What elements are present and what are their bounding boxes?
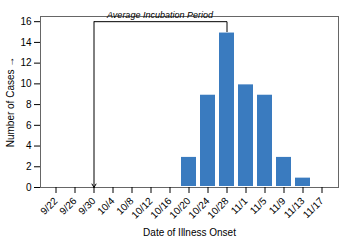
svg-text:10/24: 10/24 bbox=[186, 195, 212, 221]
svg-text:10/8: 10/8 bbox=[114, 195, 136, 217]
svg-text:12: 12 bbox=[20, 57, 32, 68]
svg-text:10/4: 10/4 bbox=[95, 195, 117, 217]
svg-text:10/20: 10/20 bbox=[167, 195, 193, 221]
svg-text:11/1: 11/1 bbox=[229, 195, 250, 216]
svg-text:9/26: 9/26 bbox=[57, 195, 79, 217]
svg-text:0: 0 bbox=[26, 182, 32, 193]
svg-text:11/13: 11/13 bbox=[282, 195, 307, 220]
svg-text:8: 8 bbox=[26, 99, 32, 110]
svg-text:Number of Cases →: Number of Cases → bbox=[5, 57, 16, 148]
svg-text:9/22: 9/22 bbox=[38, 195, 60, 217]
svg-text:10/16: 10/16 bbox=[148, 195, 174, 221]
svg-text:11/5: 11/5 bbox=[248, 195, 269, 216]
svg-text:10/28: 10/28 bbox=[205, 195, 231, 221]
svg-text:11/17: 11/17 bbox=[301, 195, 326, 220]
svg-text:4: 4 bbox=[26, 140, 32, 151]
svg-text:Date of Illness Onset: Date of Illness Onset bbox=[143, 227, 236, 238]
svg-text:16: 16 bbox=[20, 16, 32, 27]
svg-text:2: 2 bbox=[26, 161, 32, 172]
svg-text:Average Incubation Period: Average Incubation Period bbox=[106, 10, 214, 20]
svg-text:6: 6 bbox=[26, 120, 32, 131]
svg-text:9/30: 9/30 bbox=[76, 195, 98, 217]
svg-text:14: 14 bbox=[20, 37, 32, 48]
svg-text:10: 10 bbox=[20, 78, 32, 89]
svg-text:11/9: 11/9 bbox=[266, 195, 288, 217]
svg-text:10/12: 10/12 bbox=[129, 195, 155, 221]
